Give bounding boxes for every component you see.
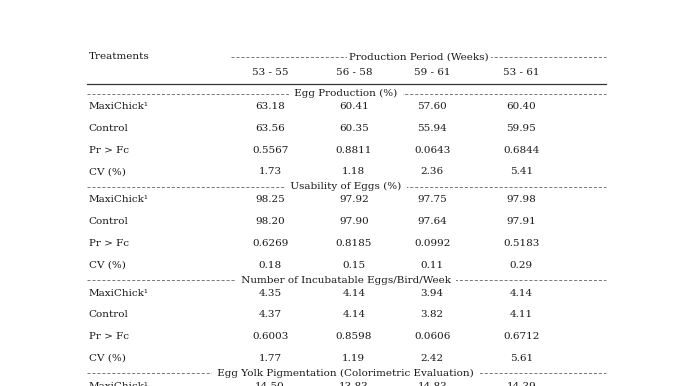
Text: 4.14: 4.14: [342, 310, 365, 320]
Text: 4.14: 4.14: [342, 289, 365, 298]
Text: Usability of Eggs (%): Usability of Eggs (%): [287, 182, 405, 191]
Text: 0.6269: 0.6269: [252, 239, 288, 248]
Text: 0.0992: 0.0992: [414, 239, 450, 248]
Text: 0.8811: 0.8811: [335, 146, 372, 154]
Text: 0.6844: 0.6844: [503, 146, 539, 154]
Text: 60.35: 60.35: [339, 124, 369, 133]
Text: 14.83: 14.83: [417, 382, 447, 386]
Text: Treatments: Treatments: [88, 52, 149, 61]
Text: 59 - 61: 59 - 61: [414, 68, 450, 78]
Text: 98.20: 98.20: [255, 217, 285, 226]
Text: 63.18: 63.18: [255, 102, 285, 111]
Text: Pr > Fc: Pr > Fc: [88, 146, 128, 154]
Text: 5.41: 5.41: [510, 167, 533, 176]
Text: 98.25: 98.25: [255, 195, 285, 205]
Text: 0.5183: 0.5183: [503, 239, 539, 248]
Text: MaxiChick¹: MaxiChick¹: [88, 382, 148, 386]
Text: Control: Control: [88, 124, 128, 133]
Text: 53 - 55: 53 - 55: [252, 68, 288, 78]
Text: 1.19: 1.19: [342, 354, 365, 363]
Text: 3.82: 3.82: [421, 310, 444, 320]
Text: 57.60: 57.60: [417, 102, 447, 111]
Text: 55.94: 55.94: [417, 124, 447, 133]
Text: CV (%): CV (%): [88, 354, 126, 363]
Text: 4.11: 4.11: [510, 310, 533, 320]
Text: 0.8185: 0.8185: [335, 239, 372, 248]
Text: 60.41: 60.41: [339, 102, 369, 111]
Text: 60.40: 60.40: [506, 102, 536, 111]
Text: Pr > Fc: Pr > Fc: [88, 239, 128, 248]
Text: MaxiChick¹: MaxiChick¹: [88, 289, 148, 298]
Text: 0.11: 0.11: [421, 261, 444, 269]
Text: 1.18: 1.18: [342, 167, 365, 176]
Text: 0.6712: 0.6712: [503, 332, 539, 341]
Text: MaxiChick¹: MaxiChick¹: [88, 102, 148, 111]
Text: 0.15: 0.15: [342, 261, 365, 269]
Text: 2.36: 2.36: [421, 167, 444, 176]
Text: 97.64: 97.64: [417, 217, 447, 226]
Text: 4.37: 4.37: [259, 310, 281, 320]
Text: 97.98: 97.98: [506, 195, 536, 205]
Text: 4.14: 4.14: [510, 289, 533, 298]
Text: Pr > Fc: Pr > Fc: [88, 332, 128, 341]
Text: 63.56: 63.56: [255, 124, 285, 133]
Text: 0.0643: 0.0643: [414, 146, 450, 154]
Text: CV (%): CV (%): [88, 167, 126, 176]
Text: Egg Production (%): Egg Production (%): [291, 89, 401, 98]
Text: 0.6003: 0.6003: [252, 332, 288, 341]
Text: Number of Incubatable Eggs/Bird/Week: Number of Incubatable Eggs/Bird/Week: [238, 276, 454, 285]
Text: Egg Yolk Pigmentation (Colorimetric Evaluation): Egg Yolk Pigmentation (Colorimetric Eval…: [215, 369, 477, 378]
Text: 0.18: 0.18: [259, 261, 281, 269]
Text: Control: Control: [88, 310, 128, 320]
Text: 2.42: 2.42: [421, 354, 444, 363]
Text: 0.29: 0.29: [510, 261, 533, 269]
Text: 13.83: 13.83: [339, 382, 369, 386]
Text: 97.92: 97.92: [339, 195, 369, 205]
Text: 1.77: 1.77: [259, 354, 281, 363]
Text: 59.95: 59.95: [506, 124, 536, 133]
Text: 1.73: 1.73: [259, 167, 281, 176]
Text: 56 - 58: 56 - 58: [335, 68, 372, 78]
Text: 0.5567: 0.5567: [252, 146, 288, 154]
Text: MaxiChick¹: MaxiChick¹: [88, 195, 148, 205]
Text: 5.61: 5.61: [510, 354, 533, 363]
Text: 97.91: 97.91: [506, 217, 536, 226]
Text: 97.90: 97.90: [339, 217, 369, 226]
Text: 97.75: 97.75: [417, 195, 447, 205]
Text: 0.8598: 0.8598: [335, 332, 372, 341]
Text: 14.50: 14.50: [255, 382, 285, 386]
Text: 3.94: 3.94: [421, 289, 444, 298]
Text: 4.35: 4.35: [259, 289, 281, 298]
Text: 0.0606: 0.0606: [414, 332, 450, 341]
Text: 14.39: 14.39: [506, 382, 536, 386]
Text: Control: Control: [88, 217, 128, 226]
Text: CV (%): CV (%): [88, 261, 126, 269]
Text: 53 - 61: 53 - 61: [503, 68, 539, 78]
Text: Production Period (Weeks): Production Period (Weeks): [350, 52, 489, 61]
